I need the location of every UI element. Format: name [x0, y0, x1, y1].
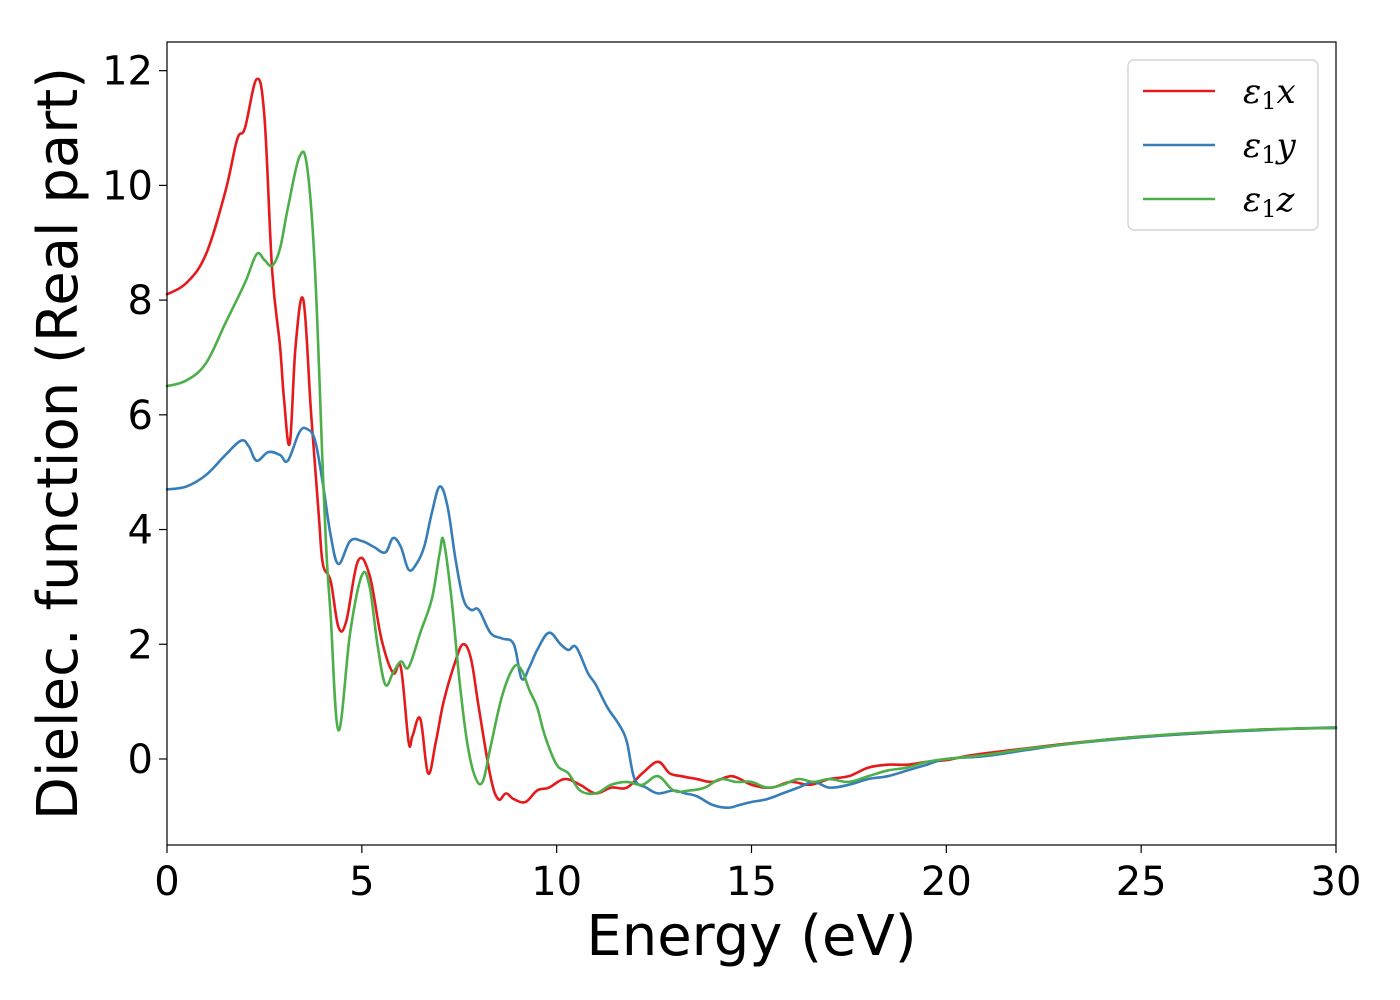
x-tick-label: 5 [349, 859, 374, 905]
x-tick-label: 10 [531, 859, 582, 905]
y-tick-label: 6 [128, 393, 153, 439]
y-tick-label: 12 [102, 49, 153, 95]
legend-items: ε1x ε1y ε1z [1143, 72, 1297, 223]
legend-label-x: ε1x [1243, 72, 1296, 115]
legend-label-z: ε1z [1243, 180, 1296, 223]
x-tick-label: 15 [726, 859, 777, 905]
series-layer [165, 77, 1338, 810]
series-line-z [165, 150, 1338, 796]
x-axis: 0 5 10 15 20 25 30 [154, 845, 1361, 905]
y-tick-label: 8 [128, 278, 153, 324]
y-tick-label: 2 [128, 622, 153, 668]
y-tick-label: 4 [128, 508, 153, 554]
x-tick-label: 20 [921, 859, 972, 905]
y-tick-label: 10 [102, 163, 153, 209]
x-tick-label: 25 [1116, 859, 1167, 905]
x-tick-label: 30 [1311, 859, 1362, 905]
x-axis-label: Energy (eV) [586, 904, 916, 969]
y-axis: 0 2 4 6 8 10 12 [102, 49, 167, 783]
y-axis-label: Dielec. function (Real part) [26, 67, 91, 820]
series-line-x [165, 77, 1338, 804]
y-tick-label: 0 [128, 737, 153, 783]
legend-box [1127, 59, 1319, 231]
x-tick-label: 0 [154, 859, 179, 905]
legend-label-y: ε1y [1243, 126, 1297, 169]
legend: ε1x ε1y ε1z [1127, 59, 1319, 231]
